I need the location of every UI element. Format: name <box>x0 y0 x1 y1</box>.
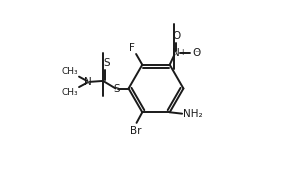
Text: NH₂: NH₂ <box>183 109 203 119</box>
Text: CH₃: CH₃ <box>61 67 78 76</box>
Text: +: + <box>179 48 185 57</box>
Text: ⁻: ⁻ <box>195 50 199 59</box>
Text: N: N <box>173 48 180 58</box>
Text: Br: Br <box>130 125 141 136</box>
Text: CH₃: CH₃ <box>61 88 78 97</box>
Text: N: N <box>84 77 92 87</box>
Text: O: O <box>172 31 181 41</box>
Text: F: F <box>129 43 135 53</box>
Text: S: S <box>114 84 121 93</box>
Text: O: O <box>192 48 200 58</box>
Text: S: S <box>103 58 110 68</box>
